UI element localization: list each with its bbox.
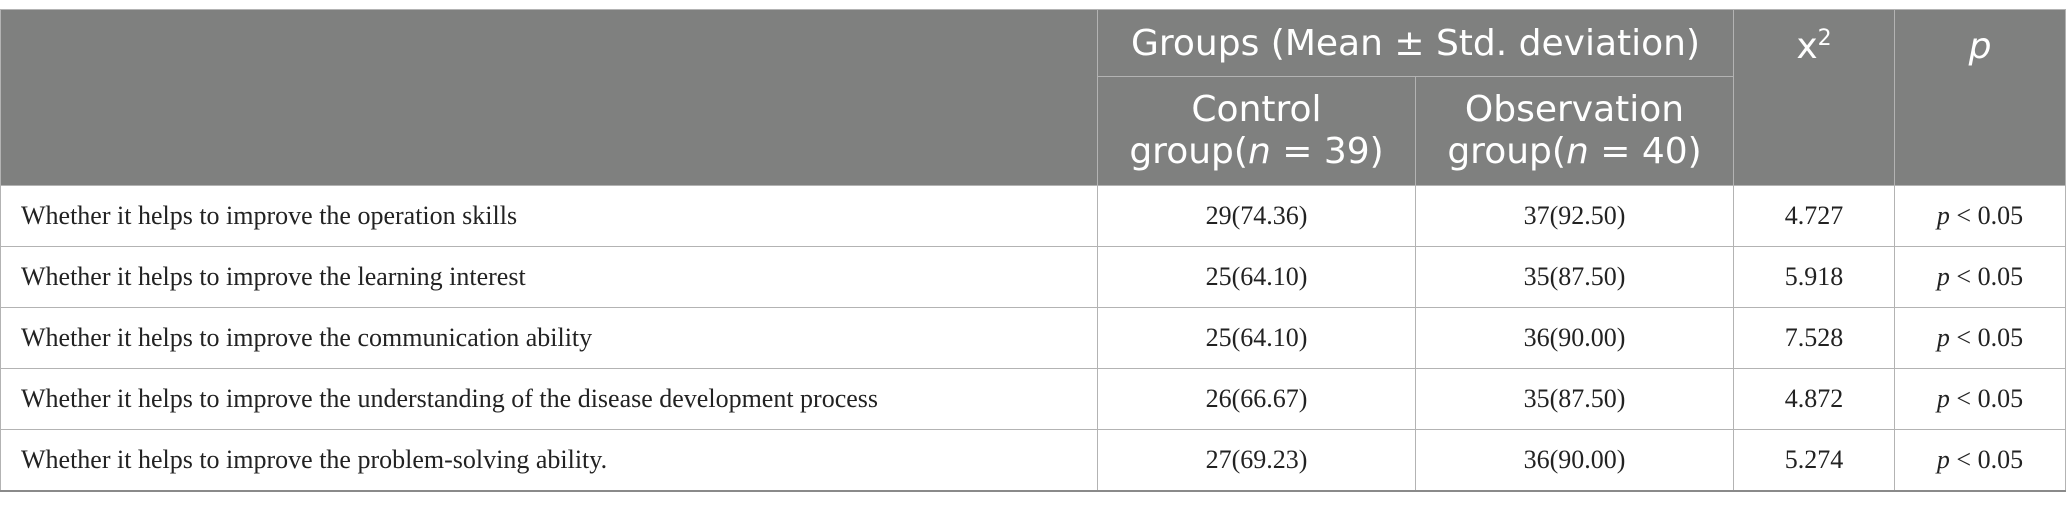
row-control-value: 29(74.36) <box>1097 185 1416 247</box>
control-group-header: Control group(n = 39) <box>1097 76 1416 186</box>
row-chi-value: 5.274 <box>1733 429 1895 492</box>
p-symbol: p <box>1936 201 1950 230</box>
observation-rest: = 40) <box>1588 131 1702 172</box>
table-row: Whether it helps to improve the learning… <box>0 246 2066 308</box>
row-item-label: Whether it helps to improve the problem-… <box>0 429 1098 492</box>
row-control-value: 26(66.67) <box>1097 368 1416 430</box>
row-observation-value: 37(92.50) <box>1415 185 1734 247</box>
row-observation-value: 36(90.00) <box>1415 307 1734 369</box>
p-threshold: < 0.05 <box>1949 323 2024 352</box>
row-chi-value: 4.872 <box>1733 368 1895 430</box>
p-threshold: < 0.05 <box>1949 262 2024 291</box>
p-symbol: p <box>1936 323 1950 352</box>
control-rest: = 39) <box>1270 131 1384 172</box>
row-item-label: Whether it helps to improve the operatio… <box>0 185 1098 247</box>
p-symbol: p <box>1936 384 1950 413</box>
table-header: Groups (Mean ± Std. deviation) x2 p Cont… <box>0 9 2066 186</box>
row-observation-value: 36(90.00) <box>1415 429 1734 492</box>
observation-prefix: group( <box>1447 131 1566 172</box>
results-table-container: Groups (Mean ± Std. deviation) x2 p Cont… <box>0 9 2066 492</box>
observation-group-header: Observation group(n = 40) <box>1415 76 1734 186</box>
row-p-value: p < 0.05 <box>1894 246 2066 308</box>
row-control-value: 27(69.23) <box>1097 429 1416 492</box>
p-threshold: < 0.05 <box>1949 384 2024 413</box>
chi-superscript: 2 <box>1817 26 1832 51</box>
chi-square-header: x2 <box>1733 9 1895 186</box>
table-row: Whether it helps to improve the understa… <box>0 368 2066 430</box>
row-chi-value: 7.528 <box>1733 307 1895 369</box>
p-label: p <box>1968 26 1992 67</box>
row-observation-value: 35(87.50) <box>1415 368 1734 430</box>
table-body: Whether it helps to improve the operatio… <box>0 185 2066 492</box>
results-table: Groups (Mean ± Std. deviation) x2 p Cont… <box>0 9 2066 492</box>
control-n: n <box>1247 131 1271 172</box>
observation-n: n <box>1565 131 1589 172</box>
table-row: Whether it helps to improve the communic… <box>0 307 2066 369</box>
p-threshold: < 0.05 <box>1949 201 2024 230</box>
row-p-value: p < 0.05 <box>1894 429 2066 492</box>
p-value-header: p <box>1894 9 2066 186</box>
row-p-value: p < 0.05 <box>1894 307 2066 369</box>
table-row: Whether it helps to improve the problem-… <box>0 429 2066 492</box>
chi-base: x <box>1796 26 1818 67</box>
p-symbol: p <box>1936 445 1950 474</box>
row-control-value: 25(64.10) <box>1097 307 1416 369</box>
header-corner-cell <box>0 9 1098 186</box>
p-symbol: p <box>1936 262 1950 291</box>
groups-header: Groups (Mean ± Std. deviation) <box>1097 9 1734 77</box>
table-row: Whether it helps to improve the operatio… <box>0 185 2066 247</box>
row-item-label: Whether it helps to improve the understa… <box>0 368 1098 430</box>
observation-line1: Observation <box>1464 89 1685 130</box>
row-chi-value: 4.727 <box>1733 185 1895 247</box>
row-observation-value: 35(87.50) <box>1415 246 1734 308</box>
p-threshold: < 0.05 <box>1949 445 2024 474</box>
row-p-value: p < 0.05 <box>1894 368 2066 430</box>
row-item-label: Whether it helps to improve the learning… <box>0 246 1098 308</box>
control-prefix: group( <box>1129 131 1248 172</box>
row-chi-value: 5.918 <box>1733 246 1895 308</box>
row-control-value: 25(64.10) <box>1097 246 1416 308</box>
control-line1: Control <box>1191 89 1322 130</box>
row-p-value: p < 0.05 <box>1894 185 2066 247</box>
row-item-label: Whether it helps to improve the communic… <box>0 307 1098 369</box>
